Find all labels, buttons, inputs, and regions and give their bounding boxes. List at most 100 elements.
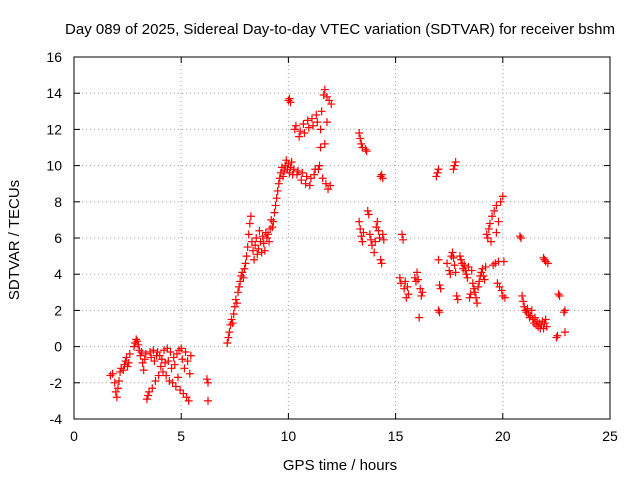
data-point	[136, 351, 145, 360]
data-point	[475, 277, 484, 286]
data-point	[286, 98, 295, 107]
data-point	[402, 293, 411, 302]
data-point	[316, 125, 325, 134]
data-point	[324, 185, 333, 194]
data-point	[312, 110, 321, 119]
y-tick-label: 14	[46, 85, 62, 101]
data-point	[404, 290, 413, 299]
data-point	[287, 157, 296, 166]
data-point	[493, 279, 502, 288]
data-points	[106, 85, 569, 405]
data-point	[489, 261, 498, 270]
data-point	[270, 208, 279, 217]
x-tick-label: 15	[388, 428, 404, 444]
data-point	[357, 232, 366, 241]
chart-title: Day 089 of 2025, Sidereal Day-to-day VTE…	[65, 21, 615, 38]
data-point	[149, 346, 158, 355]
data-point	[481, 262, 490, 271]
data-point	[272, 194, 281, 203]
data-point	[242, 252, 251, 261]
data-point	[515, 232, 524, 241]
data-point	[378, 230, 387, 239]
y-tick-label: 4	[54, 266, 62, 282]
y-tick-label: 6	[54, 230, 62, 246]
data-point	[202, 375, 211, 384]
data-point	[224, 333, 233, 342]
data-point	[526, 311, 535, 320]
data-point	[235, 282, 244, 291]
data-point	[560, 328, 569, 337]
data-point	[378, 174, 387, 183]
data-point	[175, 346, 184, 355]
data-point	[320, 85, 329, 94]
data-point	[294, 167, 303, 176]
data-point	[135, 346, 144, 355]
data-point	[186, 351, 195, 360]
data-point	[226, 320, 235, 329]
data-point	[356, 134, 365, 143]
data-point	[496, 197, 505, 206]
data-point	[499, 257, 508, 266]
data-point	[173, 373, 182, 382]
data-point	[377, 170, 386, 179]
data-point	[227, 315, 236, 324]
data-point	[269, 217, 278, 226]
data-point	[555, 291, 564, 300]
data-point	[553, 331, 562, 340]
data-point	[119, 366, 128, 375]
data-point	[313, 118, 322, 127]
data-point	[252, 234, 261, 242]
data-point	[401, 277, 410, 286]
data-point	[292, 170, 301, 179]
data-point	[267, 215, 276, 224]
data-point	[185, 369, 194, 378]
data-point	[234, 288, 243, 297]
data-point	[413, 268, 422, 277]
data-point	[170, 360, 179, 369]
data-point	[237, 272, 246, 281]
data-point	[111, 387, 120, 396]
data-point	[362, 147, 371, 156]
data-point	[523, 304, 532, 313]
data-point	[450, 261, 459, 270]
data-point	[141, 349, 150, 358]
data-point	[372, 223, 381, 232]
data-point	[282, 156, 291, 165]
data-point	[518, 291, 527, 300]
data-point	[166, 348, 175, 357]
data-point	[484, 224, 493, 233]
data-point	[110, 378, 119, 387]
data-point	[255, 226, 264, 235]
data-point	[108, 369, 117, 378]
data-point	[452, 291, 461, 300]
data-point	[460, 261, 469, 270]
data-point	[322, 118, 331, 127]
data-point	[274, 179, 283, 188]
data-point	[488, 212, 497, 221]
data-point	[265, 237, 274, 246]
data-point	[417, 291, 426, 300]
data-point	[178, 355, 187, 364]
data-point	[371, 237, 380, 246]
data-point	[364, 210, 373, 219]
y-tick-labels: -4 -2 0 2 4 6 8 10 12 14 16	[46, 49, 62, 427]
data-point	[285, 94, 294, 103]
data-point	[492, 228, 501, 237]
y-tick-label: 16	[46, 49, 62, 65]
data-point	[318, 174, 327, 183]
x-tick-label: 5	[177, 428, 185, 444]
data-point	[232, 299, 241, 308]
x-tick-label: 10	[281, 428, 297, 444]
data-point	[123, 362, 132, 371]
y-tick-label: 2	[54, 302, 62, 318]
data-point	[451, 268, 460, 277]
data-point	[139, 366, 148, 375]
x-tick-label: 20	[495, 428, 511, 444]
data-point	[273, 186, 282, 195]
data-point	[497, 286, 506, 295]
data-point	[299, 119, 308, 128]
data-point	[519, 297, 528, 306]
data-point	[150, 357, 159, 366]
data-point	[130, 342, 139, 351]
